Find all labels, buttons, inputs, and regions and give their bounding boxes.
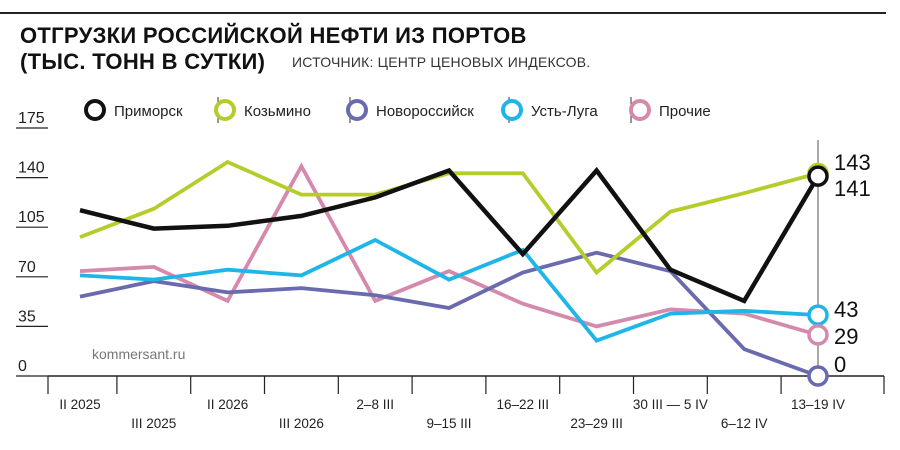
- x-tick-label: III 2026: [279, 416, 324, 431]
- x-tick-label: III 2025: [131, 416, 176, 431]
- chart-source: ИСТОЧНИК: ЦЕНТР ЦЕНОВЫХ ИНДЕКСОВ.: [292, 54, 591, 70]
- y-tick-label: 140: [18, 160, 45, 177]
- legend-label: Козьмино: [244, 103, 311, 120]
- legend-label: Прочие: [659, 103, 711, 120]
- y-tick-label: 70: [18, 259, 36, 276]
- x-tick-label: II 2026: [207, 397, 248, 412]
- chart-title-line-1: ОТГРУЗКИ РОССИЙСКОЙ НЕФТИ ИЗ ПОРТОВ: [20, 23, 527, 48]
- legend-marker: [214, 99, 236, 121]
- top-rule: [0, 12, 886, 14]
- end-value-label: 0: [834, 352, 846, 377]
- legend-marker: [84, 99, 106, 121]
- series-line-3: [79, 237, 819, 343]
- x-tick-label: 13–19 IV: [791, 397, 845, 412]
- legend-label: Приморск: [114, 103, 183, 120]
- end-marker: [807, 365, 829, 387]
- legend-marker: [501, 99, 523, 121]
- end-marker: [807, 304, 829, 326]
- y-tick-label: 35: [18, 308, 36, 325]
- end-value-label: 141: [834, 176, 871, 201]
- legend-label: Усть-Луга: [531, 103, 598, 120]
- x-tick-label: 9–15 III: [426, 416, 471, 431]
- x-tick-label: 30 III — 5 IV: [633, 397, 708, 412]
- legend-marker: [346, 99, 368, 121]
- series-line-2: [79, 250, 819, 378]
- legend-marker: [629, 99, 651, 121]
- series-lines: [79, 159, 820, 378]
- end-value-label: 29: [834, 324, 858, 349]
- x-tick-label: 23–29 III: [570, 416, 623, 431]
- end-value-label: 143: [834, 150, 871, 175]
- y-tick-label: 105: [18, 209, 45, 226]
- y-tick-label: 175: [18, 110, 45, 127]
- x-tick-label: 2–8 III: [356, 397, 394, 412]
- x-tick-label: II 2025: [59, 397, 100, 412]
- end-marker: [807, 165, 829, 187]
- end-value-label: 43: [834, 297, 858, 322]
- series-line-1: [79, 159, 819, 276]
- chart-title-line-2: (ТЫС. ТОНН В СУТКИ): [20, 49, 266, 74]
- watermark: kommersant.ru: [92, 346, 185, 362]
- y-tick-label: 0: [18, 358, 27, 375]
- series-line-0: [79, 166, 820, 304]
- legend: Приморск Козьмино Новороссийск Усть-Луга Про…: [84, 97, 711, 123]
- y-axis: 0 35 70 105 140 175: [16, 110, 48, 377]
- end-marker: [807, 324, 829, 346]
- x-tick-label: 6–12 IV: [721, 416, 768, 431]
- x-axis: II 2025 III 2025 II 2026 III 2026 2–8 III 9–1…: [47, 140, 885, 431]
- x-tick-label: 16–22 III: [497, 397, 550, 412]
- legend-label: Новороссийск: [376, 103, 474, 120]
